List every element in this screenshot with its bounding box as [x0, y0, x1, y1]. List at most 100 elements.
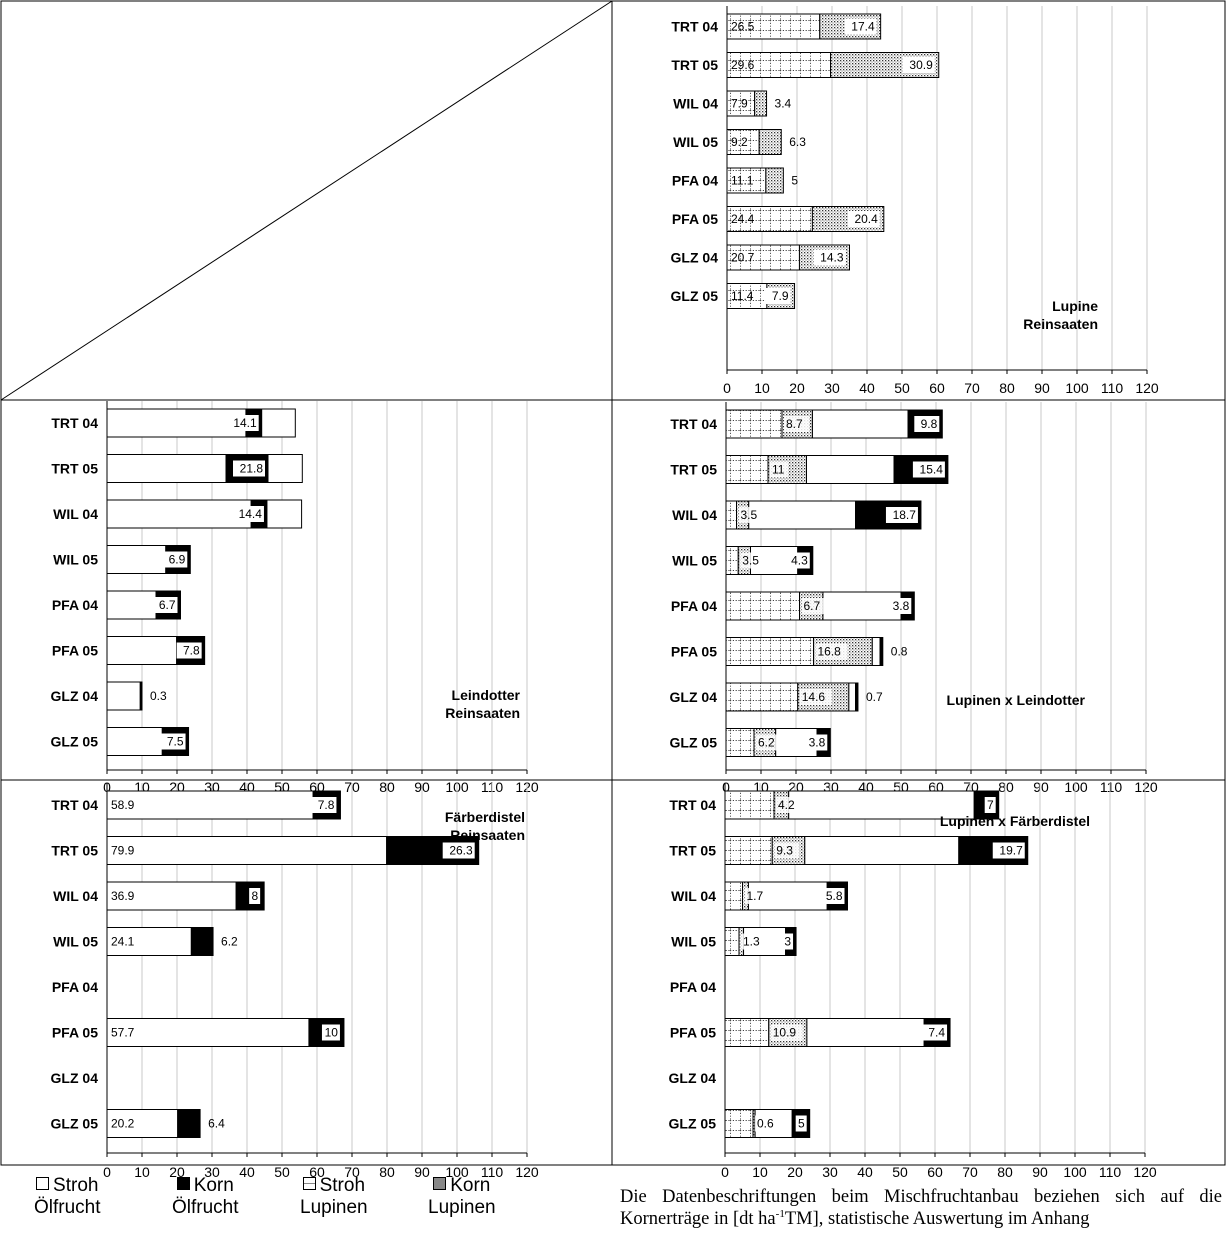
x-tick-label: 20: [169, 1164, 185, 1180]
bar-segment: [754, 90, 768, 117]
data-label: 3: [784, 935, 791, 949]
bar-segment: [266, 499, 303, 529]
x-tick-label: 50: [892, 1164, 908, 1180]
x-tick-label: 100: [445, 1164, 469, 1180]
x-tick-label: 70: [964, 380, 980, 396]
chart-title: Lupinen x Färberdistel: [940, 813, 1090, 829]
data-label-bg: [914, 416, 940, 432]
data-label-bg: [847, 211, 880, 227]
data-label: 17.4: [851, 20, 875, 34]
data-label: 79.9: [111, 844, 135, 858]
data-label: 6.7: [804, 599, 821, 613]
category-label: WIL 05: [672, 553, 717, 569]
data-label-bg: [160, 733, 186, 750]
black-swatch-icon: [176, 1177, 190, 1190]
data-label: 9.8: [921, 417, 938, 431]
x-tick-label: 110: [481, 1164, 504, 1180]
panel-frame: [0, 0, 1226, 1166]
data-label: 0.6: [757, 1117, 774, 1131]
bar-segment: [724, 881, 743, 911]
category-label: PFA 04: [672, 173, 718, 189]
data-label-bg: [774, 842, 800, 859]
x-tick-label: 70: [344, 1164, 360, 1180]
data-label: 14.1: [233, 416, 257, 430]
category-label: GLZ 05: [670, 735, 718, 751]
data-label: 6.2: [221, 935, 238, 949]
bar-segment: [106, 545, 167, 574]
data-label-bg: [770, 461, 788, 478]
x-tick-label: 0: [103, 1164, 111, 1180]
category-label: TRT 05: [51, 461, 98, 477]
bar-segment: [106, 1018, 310, 1047]
x-tick-label: 120: [1133, 1164, 1157, 1180]
x-tick-label: 40: [857, 1164, 873, 1180]
x-tick-label: 0: [721, 1164, 729, 1180]
bar-segment: [724, 1018, 770, 1047]
category-label: TRT 04: [51, 797, 98, 813]
data-label: 7: [987, 798, 994, 812]
bar-segment: [106, 454, 227, 483]
chart-title: Lupinen x Leindotter: [947, 692, 1086, 708]
bar-segment: [726, 13, 821, 40]
empty-panel-diagonal: [0, 0, 613, 401]
x-tick-label: 10: [754, 380, 770, 396]
data-label: 0.7: [866, 690, 883, 704]
data-label-bg: [782, 933, 794, 950]
x-tick-label: 20: [789, 380, 805, 396]
data-label: 5.8: [826, 889, 843, 903]
chart-title: Reinsaaten: [1023, 316, 1098, 332]
data-label-bg: [321, 1024, 340, 1041]
x-tick-label: 10: [752, 1164, 768, 1180]
data-label-bg: [756, 734, 781, 751]
bar-segment: [726, 206, 813, 232]
bar-segment: [725, 637, 814, 666]
data-label: 19.7: [999, 844, 1023, 858]
data-label: 24.4: [731, 212, 755, 226]
bar-segment: [106, 881, 237, 911]
data-label: 9.2: [731, 135, 748, 149]
bar-segment: [106, 499, 252, 529]
data-label: 7.9: [731, 97, 748, 111]
bar-segment: [190, 927, 214, 956]
x-tick-label: 100: [1065, 380, 1089, 396]
bar-segment: [726, 283, 768, 309]
x-tick-label: 90: [1034, 380, 1050, 396]
x-tick-label: 30: [204, 1164, 220, 1180]
category-label: TRT 05: [670, 462, 717, 478]
grid-swatch-icon: [302, 1177, 316, 1190]
data-label-bg: [311, 797, 337, 813]
category-label: PFA 04: [52, 979, 98, 995]
x-tick-label: 40: [239, 1164, 255, 1180]
x-tick-label: 30: [824, 380, 840, 396]
category-label: WIL 04: [673, 96, 718, 112]
bar-segment: [106, 836, 388, 865]
bar-segment: [725, 500, 737, 530]
bar-segment: [765, 167, 784, 194]
data-label-bg: [176, 642, 202, 659]
chart-title: Reinsaaten: [450, 827, 525, 843]
x-tick-label: 60: [309, 1164, 325, 1180]
data-label-bg: [844, 18, 877, 35]
data-label-bg: [162, 551, 188, 568]
figure-note: Die Datenbeschriftungen beim Mischfrucht…: [620, 1187, 1222, 1229]
category-label: PFA 05: [52, 1025, 98, 1041]
bar-segment: [758, 129, 782, 155]
data-label: 14.4: [239, 507, 263, 521]
data-label-bg: [801, 598, 827, 614]
data-label-bg: [741, 933, 766, 950]
bar-segment: [106, 727, 163, 756]
x-tick-label: 110: [1099, 1164, 1122, 1180]
x-tick-label: 30: [822, 1164, 838, 1180]
data-label-bg: [815, 643, 848, 660]
data-label: 16.8: [818, 645, 842, 659]
data-label: 6.7: [159, 598, 176, 612]
bar-segment: [806, 455, 895, 484]
x-tick-label: 110: [1101, 380, 1124, 396]
data-label: 20.7: [731, 251, 755, 265]
category-label: PFA 04: [52, 597, 98, 613]
data-label: 7.9: [772, 289, 789, 303]
data-label-bg: [226, 415, 259, 431]
bar-segment: [106, 636, 178, 665]
